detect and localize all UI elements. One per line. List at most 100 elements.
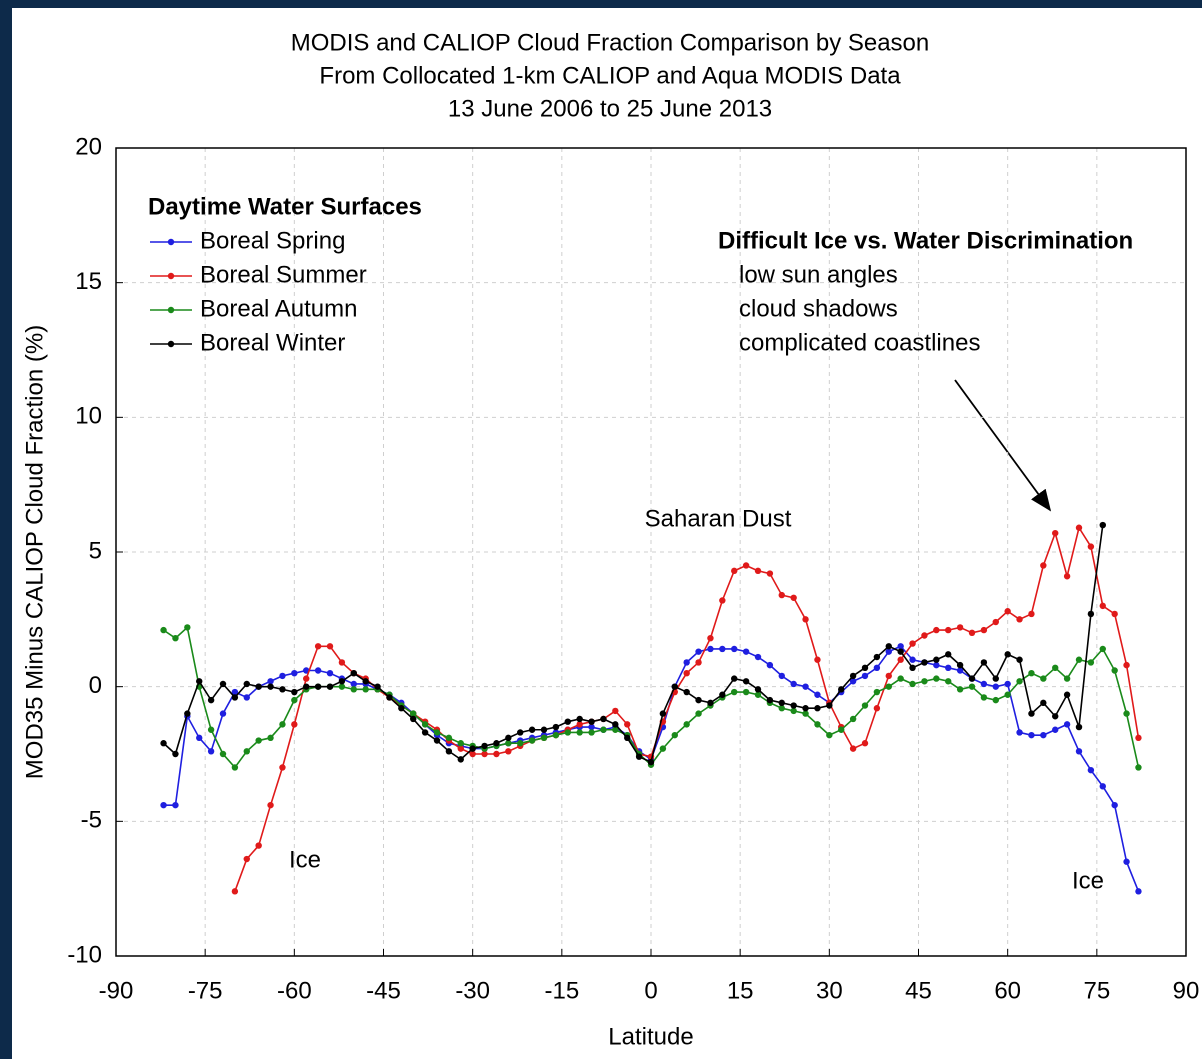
data-point bbox=[659, 745, 667, 752]
data-point bbox=[885, 672, 892, 680]
legend-label: Boreal Spring bbox=[200, 227, 345, 254]
data-point bbox=[540, 734, 548, 742]
data-point bbox=[1087, 766, 1095, 774]
data-point bbox=[635, 753, 643, 760]
data-point bbox=[849, 672, 857, 680]
data-point bbox=[671, 683, 678, 690]
data-point bbox=[243, 855, 250, 863]
data-point bbox=[350, 670, 357, 677]
data-point bbox=[992, 618, 999, 626]
data-point bbox=[909, 640, 916, 647]
x-tick-label: -45 bbox=[366, 977, 401, 1004]
data-point bbox=[433, 737, 441, 744]
legend-dot bbox=[167, 272, 175, 280]
data-point bbox=[742, 678, 750, 685]
legend-label: Boreal Autumn bbox=[200, 295, 357, 322]
data-point bbox=[1040, 699, 1047, 707]
x-tick-label: 75 bbox=[1083, 977, 1110, 1004]
data-point bbox=[386, 694, 393, 701]
data-point bbox=[802, 616, 809, 623]
x-tick-label: -90 bbox=[99, 977, 134, 1004]
data-point bbox=[291, 670, 298, 677]
y-axis-label: MOD35 Minus CALIOP Cloud Fraction (%) bbox=[21, 325, 48, 779]
data-point bbox=[291, 696, 298, 704]
data-point bbox=[1063, 691, 1071, 698]
data-point bbox=[231, 694, 239, 701]
data-point bbox=[945, 651, 952, 658]
data-point bbox=[1135, 764, 1142, 771]
data-point bbox=[1087, 659, 1095, 666]
data-point bbox=[576, 721, 583, 728]
data-point bbox=[1016, 678, 1023, 685]
data-point bbox=[552, 723, 560, 731]
data-point bbox=[243, 694, 250, 701]
data-point bbox=[980, 694, 988, 701]
data-point bbox=[814, 691, 821, 698]
data-point bbox=[1016, 616, 1023, 623]
data-point bbox=[624, 734, 631, 742]
y-tick-label: 0 bbox=[89, 672, 102, 699]
data-point bbox=[267, 678, 274, 685]
data-point bbox=[314, 667, 322, 674]
data-point bbox=[314, 643, 322, 650]
data-point bbox=[683, 721, 690, 728]
data-point bbox=[1111, 801, 1118, 809]
data-point bbox=[849, 715, 857, 723]
data-point bbox=[457, 756, 464, 763]
chart-title: 13 June 2006 to 25 June 2013 bbox=[448, 95, 772, 122]
x-axis-label: Latitude bbox=[608, 1023, 693, 1050]
data-point bbox=[1135, 734, 1142, 742]
data-point bbox=[410, 715, 417, 723]
data-point bbox=[338, 678, 346, 685]
data-point bbox=[992, 696, 999, 704]
data-point bbox=[1052, 664, 1059, 672]
data-point bbox=[1075, 748, 1083, 755]
data-point bbox=[683, 659, 690, 666]
data-point bbox=[326, 670, 334, 677]
data-point bbox=[338, 683, 346, 690]
data-point bbox=[945, 626, 952, 634]
data-point bbox=[219, 750, 227, 758]
data-point bbox=[695, 648, 702, 655]
data-point bbox=[659, 710, 667, 717]
x-tick-label: -30 bbox=[455, 977, 490, 1004]
data-point bbox=[897, 675, 904, 682]
data-point bbox=[1028, 610, 1035, 618]
y-tick-label: -10 bbox=[67, 941, 102, 968]
data-point bbox=[398, 705, 405, 712]
data-point bbox=[897, 648, 904, 655]
data-point bbox=[1135, 888, 1142, 895]
data-point bbox=[992, 675, 999, 682]
plot-frame bbox=[115, 147, 1187, 957]
data-point bbox=[968, 683, 976, 690]
data-point bbox=[754, 567, 762, 575]
data-point bbox=[267, 734, 274, 742]
data-point bbox=[885, 648, 892, 655]
data-point bbox=[279, 764, 286, 771]
data-point bbox=[1016, 656, 1023, 663]
data-point bbox=[528, 726, 536, 733]
data-point bbox=[909, 656, 916, 663]
x-tick-label: -60 bbox=[277, 977, 312, 1004]
data-point bbox=[540, 726, 548, 733]
data-point bbox=[374, 683, 381, 690]
data-point bbox=[445, 748, 453, 755]
data-point bbox=[885, 683, 892, 690]
data-point bbox=[326, 683, 334, 690]
data-point bbox=[160, 626, 167, 634]
data-point bbox=[1099, 521, 1106, 529]
x-tick-label: 15 bbox=[727, 977, 754, 1004]
data-point bbox=[196, 678, 203, 685]
data-point bbox=[849, 745, 857, 752]
data-point bbox=[956, 661, 964, 669]
data-point bbox=[421, 729, 429, 736]
chart-title: MODIS and CALIOP Cloud Fraction Comparis… bbox=[291, 29, 930, 56]
data-point bbox=[873, 705, 881, 712]
data-point bbox=[231, 888, 239, 895]
data-point bbox=[350, 686, 357, 693]
data-point bbox=[1004, 651, 1011, 658]
data-point bbox=[1040, 731, 1047, 739]
data-point bbox=[517, 740, 524, 747]
data-point bbox=[588, 729, 595, 736]
data-point bbox=[790, 680, 797, 688]
